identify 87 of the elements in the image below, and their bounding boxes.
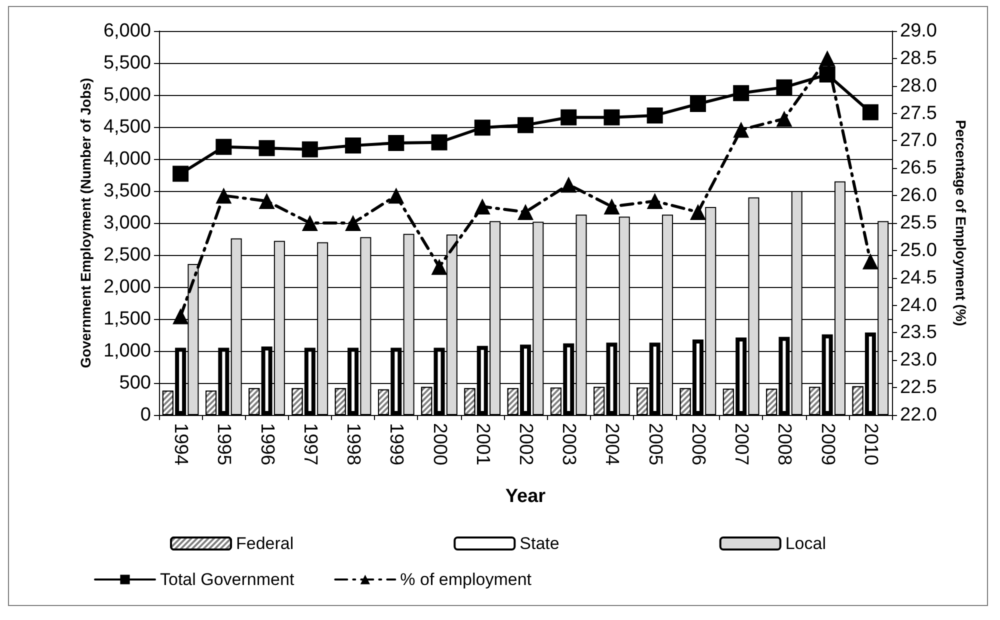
x-tick-label: 2010 bbox=[860, 423, 881, 466]
legend-label: Total Government bbox=[160, 570, 294, 589]
point bbox=[172, 166, 189, 182]
y2-tick-label: 29.0 bbox=[900, 20, 937, 42]
x-tick-label: 1998 bbox=[342, 423, 364, 466]
y-tick-label: 4,500 bbox=[103, 116, 151, 138]
point bbox=[388, 135, 404, 151]
point bbox=[258, 193, 275, 210]
point bbox=[646, 107, 663, 124]
y-tick-label: 4,000 bbox=[103, 148, 151, 170]
y-tick-label: 2,000 bbox=[103, 276, 151, 298]
y-tick-label: 3,500 bbox=[103, 180, 151, 202]
y-tick-label: 500 bbox=[119, 372, 151, 394]
x-tick-label: 2007 bbox=[730, 423, 752, 466]
point bbox=[388, 188, 404, 204]
point bbox=[258, 140, 275, 156]
point bbox=[690, 96, 706, 112]
point bbox=[560, 176, 577, 193]
y2-tick-label: 23.0 bbox=[900, 350, 937, 371]
x-tick-label: 1999 bbox=[386, 423, 407, 466]
y-tick-label: 0 bbox=[140, 404, 151, 426]
x-tick-label: 2005 bbox=[644, 423, 666, 466]
x-tick-label: 2009 bbox=[816, 423, 838, 466]
y-tick-label: 5,500 bbox=[103, 52, 151, 74]
y2-tick-label: 27.5 bbox=[900, 102, 937, 124]
x-tick-label: 1997 bbox=[299, 423, 320, 466]
point bbox=[690, 204, 706, 220]
point bbox=[216, 188, 232, 204]
point bbox=[733, 122, 750, 138]
y-tick-label: 3,000 bbox=[103, 212, 151, 234]
legend-label: State bbox=[520, 534, 560, 553]
point bbox=[776, 79, 792, 96]
x-tick-label: 1996 bbox=[256, 423, 278, 466]
x-tick-label: 2003 bbox=[558, 423, 580, 466]
x-tick-label: 2000 bbox=[428, 423, 450, 466]
point bbox=[518, 204, 534, 220]
y2-tick-label: 28.5 bbox=[900, 48, 937, 69]
x-tick-label: 2006 bbox=[687, 423, 708, 466]
x-tick-label: 2008 bbox=[774, 423, 795, 466]
y2-tick-label: 23.5 bbox=[900, 322, 937, 344]
point bbox=[302, 215, 318, 231]
x-axis-title: Year bbox=[505, 486, 546, 507]
point bbox=[431, 134, 448, 150]
legend-label: Federal bbox=[236, 534, 294, 553]
point bbox=[604, 198, 620, 215]
point bbox=[431, 258, 448, 275]
point bbox=[646, 193, 663, 210]
y2-tick-label: 24.0 bbox=[900, 294, 937, 316]
y-tick-label: 6,000 bbox=[103, 20, 151, 42]
x-tick-label: 2004 bbox=[601, 423, 622, 466]
y2-tick-label: 25.5 bbox=[900, 212, 937, 234]
y-tick-label: 1,000 bbox=[103, 340, 151, 362]
y-tick-label: 5,000 bbox=[103, 84, 151, 106]
y2-tick-label: 25.0 bbox=[900, 240, 937, 261]
y-tick-label: 2,500 bbox=[103, 244, 151, 266]
point bbox=[518, 117, 534, 134]
point bbox=[345, 215, 362, 231]
y2-tick-label: 28.0 bbox=[900, 75, 937, 96]
point bbox=[345, 138, 362, 154]
y2-tick-label: 22.0 bbox=[900, 404, 937, 426]
point bbox=[474, 120, 490, 136]
point bbox=[604, 109, 620, 126]
x-tick-label: 2002 bbox=[515, 423, 536, 466]
y2-tick-label: 26.0 bbox=[900, 185, 937, 206]
point bbox=[733, 85, 750, 102]
y2-tick-label: 22.5 bbox=[900, 377, 937, 398]
y2-tick-label: 26.5 bbox=[900, 158, 937, 179]
y2-tick-label: 24.5 bbox=[900, 267, 937, 288]
point bbox=[776, 110, 792, 127]
point bbox=[172, 308, 189, 324]
x-tick-label: 1995 bbox=[213, 423, 234, 466]
x-tick-label: 2001 bbox=[472, 423, 493, 466]
y2-axis-title: Percentage of Employment (%) bbox=[953, 120, 969, 326]
point bbox=[302, 141, 318, 158]
legend-label: Local bbox=[785, 534, 826, 553]
y2-tick-label: 27.0 bbox=[900, 130, 937, 152]
point bbox=[862, 104, 878, 120]
point bbox=[474, 198, 490, 215]
legend-label: % of employment bbox=[400, 570, 532, 589]
point bbox=[819, 66, 836, 83]
y-axis-title: Government Employment (Number of Jobs) bbox=[78, 78, 94, 368]
x-tick-label: 1994 bbox=[170, 423, 192, 466]
point bbox=[862, 253, 878, 270]
y-tick-label: 1,500 bbox=[103, 308, 151, 330]
point bbox=[216, 138, 232, 155]
point bbox=[819, 50, 836, 66]
point bbox=[560, 109, 577, 126]
